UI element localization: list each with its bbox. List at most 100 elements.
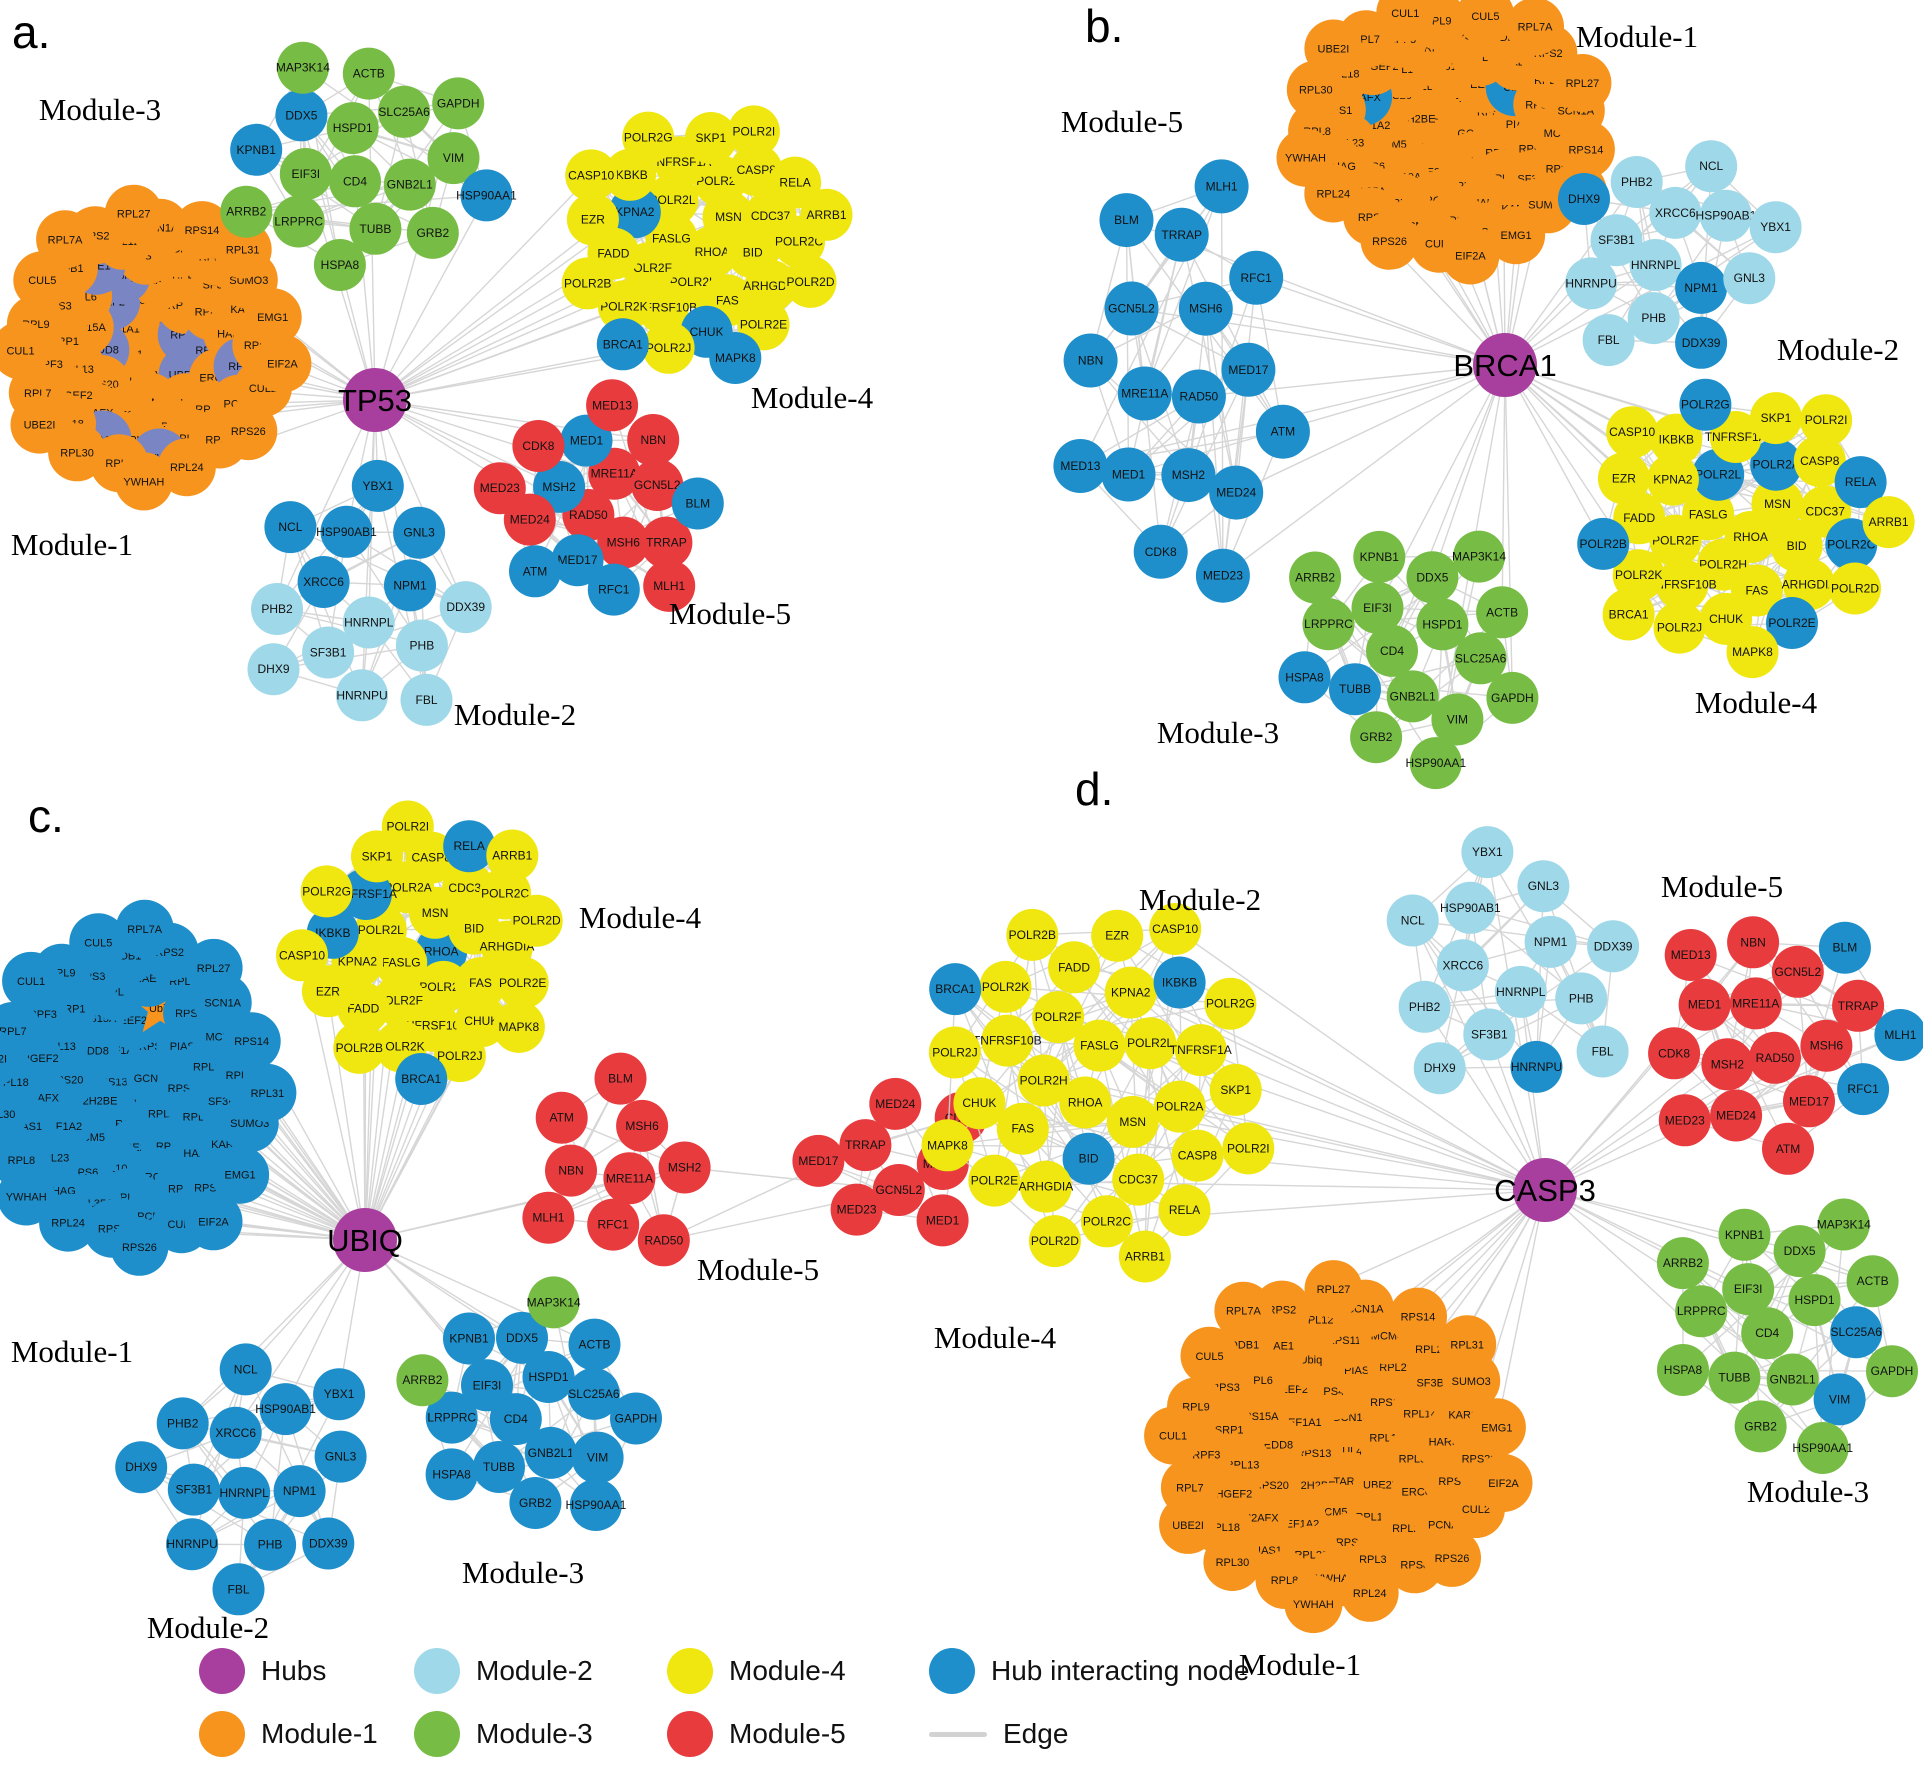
node-ATM[interactable]: [509, 545, 561, 598]
node-TUBB[interactable]: [473, 1441, 525, 1493]
node-HSP90AB1[interactable]: [320, 505, 373, 558]
node-DDX39[interactable]: [1587, 920, 1640, 973]
node-MED23[interactable]: [1195, 548, 1250, 603]
node-PHB2[interactable]: [156, 1397, 209, 1450]
node-POLR2G[interactable]: [1204, 977, 1257, 1030]
node-CASP10[interactable]: [1606, 406, 1659, 459]
node-GAPDH[interactable]: [432, 77, 485, 130]
node-MAPK8[interactable]: [492, 1000, 545, 1053]
node-ARHGDIA[interactable]: [744, 259, 797, 312]
node-UBE2I[interactable]: [10, 395, 69, 454]
node-GCN5L2[interactable]: [1104, 281, 1159, 336]
node-MSH6[interactable]: [1800, 1019, 1853, 1072]
node-HNRNPU[interactable]: [1565, 257, 1618, 310]
node-DDX5[interactable]: [275, 89, 328, 142]
node-POLR2G[interactable]: [300, 865, 353, 918]
node-POLR2E[interactable]: [496, 956, 549, 1009]
node-EIF2A[interactable]: [1474, 1454, 1533, 1512]
node-POLR2B[interactable]: [1577, 517, 1630, 570]
node-MED13[interactable]: [1053, 439, 1108, 493]
node-MSH2[interactable]: [1161, 448, 1216, 503]
node-LRPPRC[interactable]: [1302, 598, 1355, 651]
node-DDX5[interactable]: [496, 1311, 548, 1364]
node-RPL27[interactable]: [1304, 1260, 1363, 1319]
node-POLR2I[interactable]: [381, 800, 434, 853]
node-MED23[interactable]: [830, 1183, 883, 1236]
node-GRB2[interactable]: [509, 1477, 562, 1529]
node-EMG1[interactable]: [1487, 206, 1546, 265]
node-CDK8[interactable]: [1648, 1027, 1701, 1080]
node-MLH1[interactable]: [522, 1191, 575, 1244]
node-EIF3I[interactable]: [1351, 581, 1404, 634]
node-MED24[interactable]: [1710, 1089, 1763, 1142]
node-NBN[interactable]: [1727, 916, 1780, 969]
node-ARHGDIA[interactable]: [1019, 1160, 1072, 1213]
node-RPL31[interactable]: [238, 1063, 297, 1122]
node-SLC25A6[interactable]: [1830, 1306, 1883, 1359]
node-GRB2[interactable]: [1350, 711, 1403, 764]
node-ACTB[interactable]: [342, 47, 395, 100]
node-PHB2[interactable]: [1398, 980, 1451, 1033]
node-RPL27[interactable]: [1553, 54, 1612, 112]
node-HNRNPU[interactable]: [336, 669, 388, 722]
node-ARRB2[interactable]: [1289, 551, 1342, 604]
node-POLR2D[interactable]: [1028, 1215, 1081, 1268]
node-CUL1[interactable]: [2, 951, 61, 1010]
node-TRRAP[interactable]: [640, 516, 693, 569]
node-BRCA1[interactable]: [395, 1053, 448, 1105]
node-BLM[interactable]: [671, 477, 724, 530]
node-XRCC6[interactable]: [1649, 186, 1702, 239]
node-RPL30[interactable]: [0, 1085, 28, 1144]
node-MAP3K14[interactable]: [276, 41, 329, 94]
node-ARRB1[interactable]: [1118, 1230, 1171, 1283]
node-CUL5[interactable]: [1180, 1326, 1239, 1385]
node-TRRAP[interactable]: [1832, 979, 1885, 1032]
node-FAS[interactable]: [454, 957, 507, 1010]
node-MED13[interactable]: [1664, 929, 1717, 981]
node-CD4[interactable]: [329, 155, 381, 208]
node-Ubiq[interactable]: [131, 977, 189, 1033]
node-RPL24[interactable]: [39, 1193, 98, 1252]
node-ARRB1[interactable]: [1862, 496, 1915, 549]
node-DDX39[interactable]: [439, 581, 492, 634]
node-YBX1[interactable]: [1461, 826, 1514, 879]
node-EIF2A[interactable]: [253, 334, 312, 393]
node-HNRNPU[interactable]: [1510, 1040, 1563, 1093]
node-RELA[interactable]: [443, 820, 496, 873]
node-PHB2[interactable]: [1610, 156, 1663, 208]
node-GRB2[interactable]: [406, 206, 459, 259]
node-EIF3I[interactable]: [279, 148, 332, 200]
node-SKP1[interactable]: [1750, 392, 1802, 445]
node-LRPPRC[interactable]: [1675, 1285, 1728, 1338]
node-POLR2K[interactable]: [979, 960, 1032, 1013]
node-TNFRSF10B[interactable]: [636, 281, 689, 334]
node-TUBB[interactable]: [1329, 663, 1381, 716]
node-GAPDH[interactable]: [1486, 671, 1539, 724]
node-MRE11A[interactable]: [1729, 977, 1782, 1030]
node-MAPK8[interactable]: [1726, 626, 1779, 679]
node-POLR2G[interactable]: [1679, 378, 1732, 431]
node-BRCA1[interactable]: [1602, 588, 1655, 641]
node-CUL1[interactable]: [1144, 1406, 1203, 1465]
node-ATM[interactable]: [1255, 404, 1310, 459]
node-ACTB[interactable]: [568, 1318, 621, 1371]
node-GNL3[interactable]: [314, 1430, 367, 1483]
node-DHX9[interactable]: [247, 643, 300, 696]
node-POLR2K[interactable]: [1612, 549, 1665, 602]
node-YWHAH[interactable]: [0, 1167, 56, 1226]
node-XRCC6[interactable]: [209, 1406, 262, 1459]
node-MSH2[interactable]: [1701, 1038, 1754, 1091]
node-NCL[interactable]: [219, 1343, 272, 1396]
node-BLM[interactable]: [594, 1052, 647, 1105]
node-SKP1[interactable]: [684, 112, 737, 164]
node-DDX5[interactable]: [1406, 551, 1459, 604]
node-MAP3K14[interactable]: [1453, 530, 1505, 583]
node-RPL7A[interactable]: [1506, 0, 1564, 56]
node-RPL24[interactable]: [1340, 1563, 1399, 1622]
node-FADD[interactable]: [1048, 941, 1101, 994]
node-HSPD1[interactable]: [1788, 1274, 1841, 1327]
node-CDC37[interactable]: [1112, 1153, 1165, 1206]
node-POLR2I[interactable]: [1800, 394, 1853, 447]
node-GRB2[interactable]: [1734, 1400, 1787, 1453]
node-POLR2B[interactable]: [1006, 908, 1059, 961]
